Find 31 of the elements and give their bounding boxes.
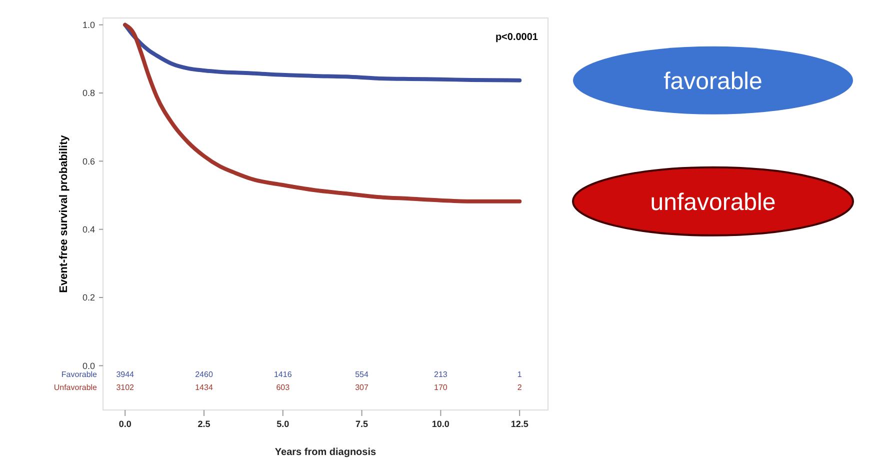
x-axis-title: Years from diagnosis [274, 447, 377, 458]
annotation: 1 [517, 370, 522, 379]
annotation: 213 [434, 370, 448, 379]
y-tick-label: 0.4 [82, 224, 95, 234]
x-tick-label: 7.5 [356, 419, 368, 429]
x-tick-label: 5.0 [276, 419, 290, 429]
text: Favorable [61, 370, 98, 379]
annotation: 3102 [116, 382, 135, 392]
text: favorable [664, 68, 762, 95]
x-tick-label: 10.0 [432, 419, 450, 429]
annotation: 1434 [195, 382, 214, 392]
y-tick-label: 0.0 [82, 360, 95, 371]
annotation: 554 [355, 370, 370, 379]
x-tick-label: 0.0 [118, 419, 132, 429]
annotation: 1416 [274, 370, 292, 379]
annotation: 603 [276, 382, 290, 392]
annotation: 2 [517, 382, 522, 392]
text: unfavorable [650, 188, 776, 216]
y-axis-title: Event-free survival probability [58, 134, 70, 293]
y-tick-label: 0.2 [82, 292, 95, 303]
x-tick-label: 12.5 [510, 419, 528, 429]
annotation: 307 [355, 382, 370, 392]
annotation: 3944 [116, 370, 135, 379]
x-tick-label: 2.5 [198, 419, 210, 429]
annotation: 170 [434, 382, 448, 392]
annotation: p<0.0001 [495, 32, 538, 43]
y-tick-label: 1.0 [82, 20, 95, 30]
y-tick-label: 0.6 [82, 156, 95, 166]
text: Unfavorable [54, 382, 98, 392]
annotation: 2460 [195, 370, 214, 379]
y-tick-label: 0.8 [82, 88, 95, 98]
